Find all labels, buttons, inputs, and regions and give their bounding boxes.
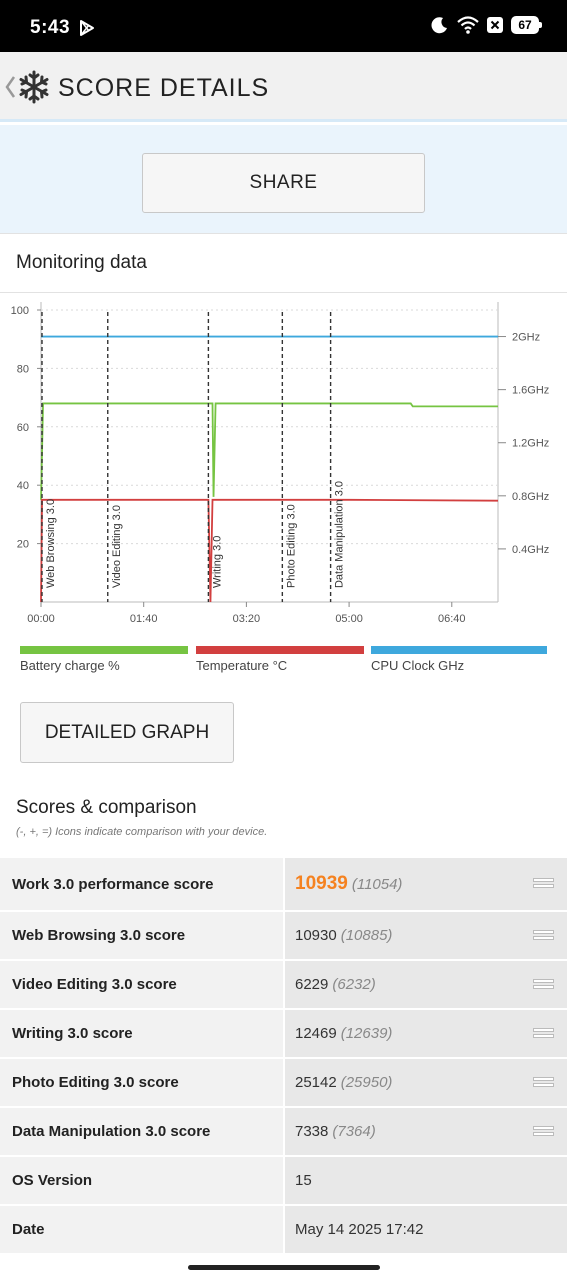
score-reference: (25950) (340, 1074, 393, 1091)
score-name: Writing 3.0 score (0, 1010, 283, 1057)
play-store-icon (80, 20, 94, 36)
chart-tick-label-bottom: 05:00 (335, 613, 363, 625)
equal-icon (533, 1077, 554, 1091)
status-icons: 67 (431, 16, 542, 34)
monitoring-title: Monitoring data (16, 252, 147, 273)
chart-tick-label-left: 40 (17, 480, 29, 492)
chart-section-label: Photo Editing 3.0 (285, 504, 297, 588)
score-row-work: Work 3.0 performance score 10939 (11054) (0, 856, 567, 910)
equal-icon (533, 979, 554, 993)
score-value: 6229 (295, 976, 329, 993)
score-reference: (10885) (340, 927, 393, 944)
score-value-cell: 10939 (11054) (285, 858, 567, 910)
share-button[interactable]: SHARE (142, 153, 425, 213)
info-row-os-version: OS Version 15 (0, 1155, 567, 1204)
chart-tick-label-bottom: 06:40 (438, 613, 466, 625)
chart-section-label: Data Manipulation 3.0 (334, 481, 346, 588)
score-reference: (6232) (332, 976, 376, 993)
info-value-cell: 15 (285, 1157, 567, 1204)
moon-icon (431, 17, 447, 34)
app-header: SCORE DETAILS (0, 52, 567, 122)
chart-tick-label-left: 80 (17, 363, 29, 375)
detailed-graph-button[interactable]: DETAILED GRAPH (20, 702, 234, 763)
score-row-writing: Writing 3.0 score 12469 (12639) (0, 1008, 567, 1057)
score-reference: (7364) (332, 1123, 376, 1140)
chart-section-label: Web Browsing 3.0 (45, 499, 57, 588)
scores-subtitle: (-, +, =) Icons indicate comparison with… (16, 826, 268, 838)
chart-tick-label-right: 1.2GHz (512, 438, 549, 450)
score-name: Video Editing 3.0 score (0, 961, 283, 1008)
chart-tick-label-right: 0.4GHz (512, 544, 549, 556)
score-value-cell: 6229 (6232) (285, 961, 567, 1008)
score-reference: (11054) (351, 875, 403, 893)
chart-tick-label-right: 2GHz (512, 332, 540, 344)
legend-temperature-swatch (196, 646, 364, 654)
legend-battery-label: Battery charge % (20, 658, 120, 673)
close-box-icon (487, 17, 503, 33)
chart-section-label: Writing 3.0 (211, 536, 223, 588)
chart-tick-label-right: 0.8GHz (512, 491, 549, 503)
score-name: Photo Editing 3.0 score (0, 1059, 283, 1106)
info-value: May 14 2025 17:42 (295, 1221, 424, 1238)
score-row-web-browsing: Web Browsing 3.0 score 10930 (10885) (0, 910, 567, 959)
info-row-date: Date May 14 2025 17:42 (0, 1204, 567, 1253)
score-value: 25142 (295, 1074, 337, 1091)
score-value-cell: 7338 (7364) (285, 1108, 567, 1155)
info-value: 15 (295, 1172, 312, 1189)
chart-section-label: Video Editing 3.0 (111, 505, 123, 588)
legend-cpu-swatch (371, 646, 547, 654)
chart-series-line-1 (40, 498, 499, 603)
score-value: 10939 (295, 873, 348, 894)
score-row-data-manipulation: Data Manipulation 3.0 score 7338 (7364) (0, 1106, 567, 1155)
legend-battery-swatch (20, 646, 188, 654)
chart-tick-label-bottom: 03:20 (233, 613, 261, 625)
scores-title: Scores & comparison (16, 797, 197, 818)
score-value: 12469 (295, 1025, 337, 1042)
legend-cpu-label: CPU Clock GHz (371, 658, 465, 673)
score-value-cell: 10930 (10885) (285, 912, 567, 959)
score-name: Web Browsing 3.0 score (0, 912, 283, 959)
chart-tick-label-left: 60 (17, 422, 29, 434)
snowflake-icon (19, 70, 49, 104)
score-value-cell: 25142 (25950) (285, 1059, 567, 1106)
chart-tick-label-left: 20 (17, 539, 29, 551)
info-name: OS Version (0, 1157, 283, 1204)
status-bar: 5:43 67 (0, 0, 567, 52)
home-indicator[interactable] (188, 1265, 380, 1270)
score-value-cell: 12469 (12639) (285, 1010, 567, 1057)
page-title: SCORE DETAILS (58, 74, 270, 102)
score-name: Work 3.0 performance score (0, 858, 283, 910)
status-time: 5:43 (30, 17, 71, 38)
monitoring-card: Monitoring data 100 80 60 40 20 2GHz 1.6GHz 1.2… (0, 233, 567, 783)
score-row-video-editing: Video Editing 3.0 score 6229 (6232) (0, 959, 567, 1008)
chart-tick-label-bottom: 01:40 (130, 613, 158, 625)
chart-tick-label-right: 1.6GHz (512, 385, 549, 397)
chevron-left-icon[interactable] (4, 74, 16, 100)
chart-series-line-0 (40, 402, 498, 500)
legend-battery: Battery charge % (20, 646, 188, 676)
info-value-cell: May 14 2025 17:42 (285, 1206, 567, 1253)
wifi-icon (457, 16, 479, 34)
share-section: SHARE (0, 125, 567, 233)
info-name: Date (0, 1206, 283, 1253)
score-reference: (12639) (340, 1025, 393, 1042)
equal-icon (533, 878, 554, 892)
equal-icon (533, 930, 554, 944)
score-name: Data Manipulation 3.0 score (0, 1108, 283, 1155)
divider (0, 292, 567, 293)
equal-icon (533, 1126, 554, 1140)
legend-temperature: Temperature °C (196, 646, 364, 676)
score-value: 10930 (295, 927, 337, 944)
legend-temperature-label: Temperature °C (196, 658, 288, 673)
chart-tick-label-bottom: 00:00 (27, 613, 55, 625)
legend-cpu-clock: CPU Clock GHz (371, 646, 547, 676)
monitoring-chart[interactable]: 100 80 60 40 20 2GHz 1.6GHz 1.2GHz 0.8GHz 0.4GHz 0… (0, 294, 567, 639)
score-row-photo-editing: Photo Editing 3.0 score 25142 (25950) (0, 1057, 567, 1106)
score-value: 7338 (295, 1123, 329, 1140)
battery-icon: 67 (511, 16, 542, 34)
equal-icon (533, 1028, 554, 1042)
scores-table: Work 3.0 performance score 10939 (11054)… (0, 856, 567, 1253)
chart-tick-label-left: 100 (11, 305, 29, 317)
